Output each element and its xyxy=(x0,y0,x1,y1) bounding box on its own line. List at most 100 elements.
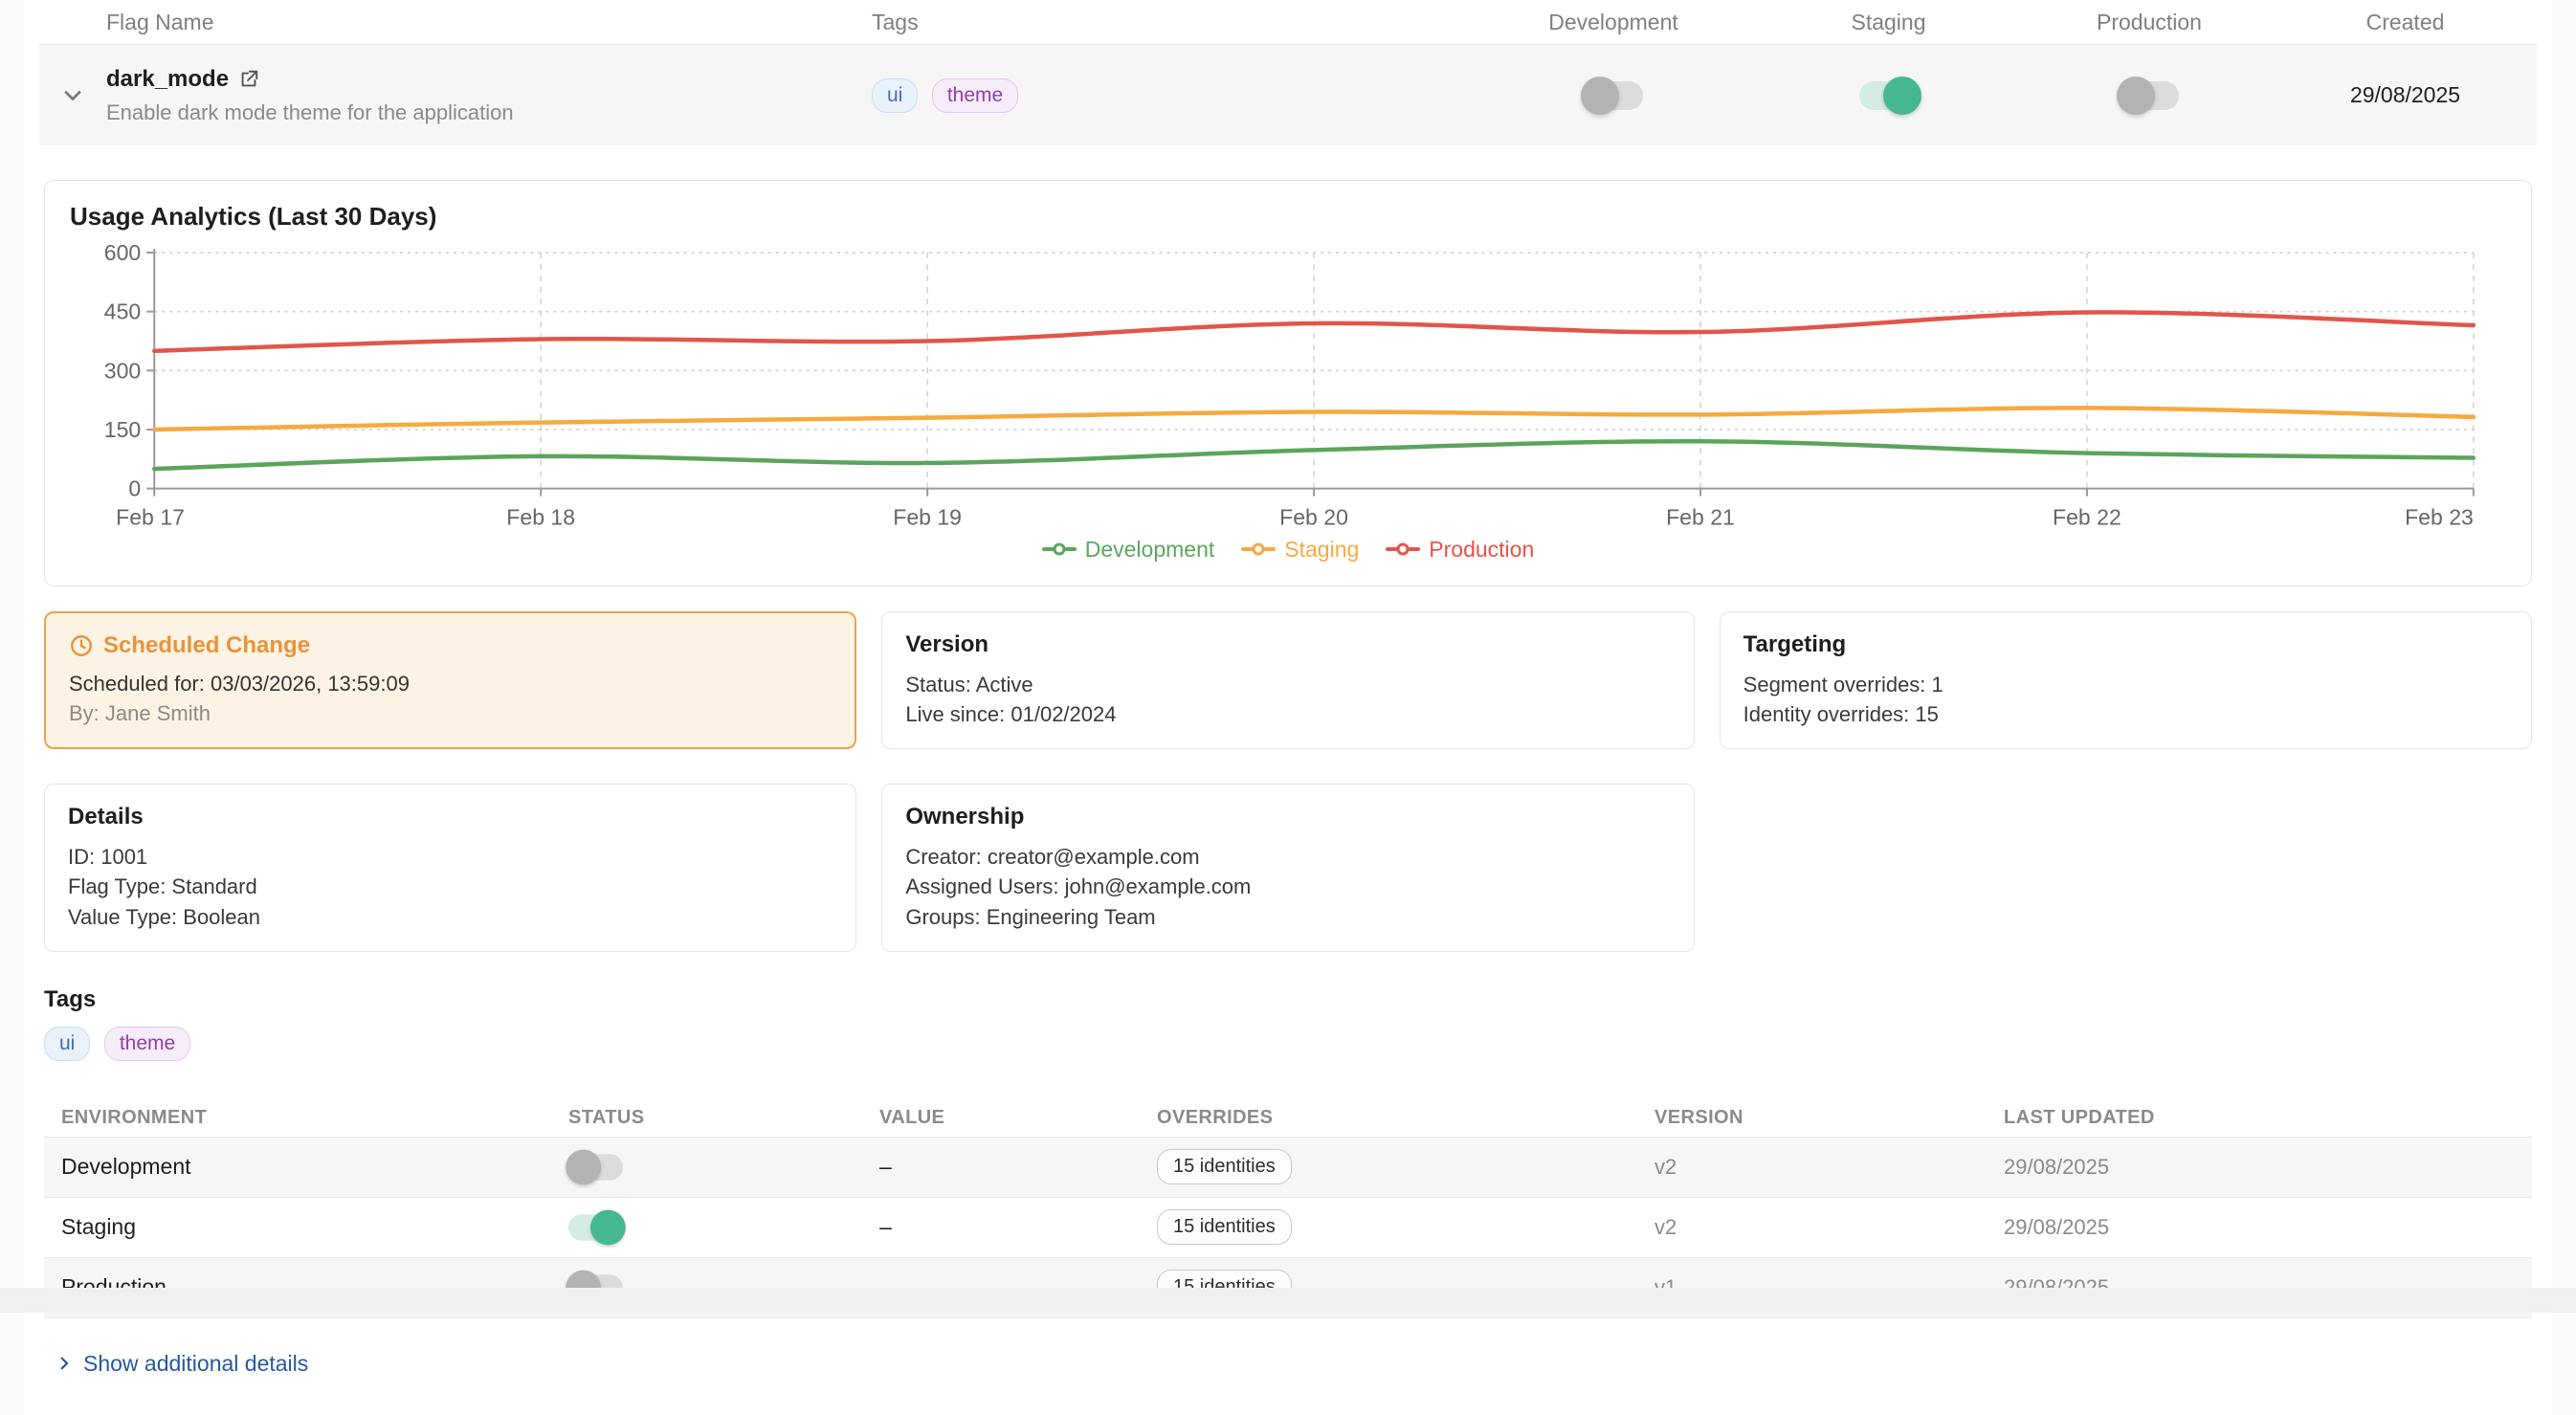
flag-created-date: 29/08/2025 xyxy=(2274,82,2537,108)
chart-legend: Development Staging Production xyxy=(70,537,2506,563)
tags-section-title: Tags xyxy=(44,986,2532,1013)
staging-status-toggle[interactable] xyxy=(568,1214,623,1241)
legend-label: Development xyxy=(1085,537,1215,563)
chevron-down-icon xyxy=(59,82,86,109)
svg-text:600: 600 xyxy=(104,240,141,265)
version-card-title: Version xyxy=(905,631,1670,658)
usage-analytics-card: Usage Analytics (Last 30 Days) 0 150 300 45… xyxy=(44,180,2532,586)
development-status-toggle[interactable] xyxy=(568,1154,623,1181)
production-toggle[interactable] xyxy=(2120,81,2179,110)
creator: Creator: creator@example.com xyxy=(905,842,1670,872)
scheduled-by-text: By: Jane Smith xyxy=(69,698,832,728)
table-row-development: Development – 15 identities v2 29/08/202… xyxy=(44,1138,2532,1198)
show-additional-details-link[interactable]: Show additional details xyxy=(56,1351,2532,1415)
col-environment: ENVIRONMENT xyxy=(44,1107,551,1129)
env-version: v2 xyxy=(1637,1155,1987,1180)
version-status: Status: Active xyxy=(905,670,1670,699)
identity-overrides: Identity overrides: 15 xyxy=(1743,699,2508,729)
targeting-card-title: Targeting xyxy=(1743,631,2508,658)
svg-text:450: 450 xyxy=(104,299,141,324)
svg-text:Feb 23: Feb 23 xyxy=(2405,505,2474,530)
value-type: Value Type: Boolean xyxy=(68,902,833,932)
svg-text:300: 300 xyxy=(104,358,141,383)
details-card: Details ID: 1001 Flag Type: Standard Val… xyxy=(44,784,856,952)
scheduled-change-card: Scheduled Change Scheduled for: 03/03/20… xyxy=(44,611,856,749)
legend-marker xyxy=(1386,547,1420,551)
chart-title: Usage Analytics (Last 30 Days) xyxy=(70,202,2506,232)
version-card: Version Status: Active Live since: 01/02… xyxy=(881,611,1694,749)
table-row-staging: Staging – 15 identities v2 29/08/2025 xyxy=(44,1198,2532,1258)
env-value: – xyxy=(862,1154,1140,1180)
usage-analytics-chart: 0150300450600Feb 17Feb 18Feb 19Feb 20Feb… xyxy=(70,237,2506,535)
flag-summary-table: Flag Name Tags Development Staging Produ… xyxy=(39,0,2537,145)
svg-text:Feb 18: Feb 18 xyxy=(506,505,575,530)
assigned-users: Assigned Users: john@example.com xyxy=(905,872,1670,901)
version-live-since: Live since: 01/02/2024 xyxy=(905,699,1670,729)
flag-type: Flag Type: Standard xyxy=(68,872,833,901)
col-header-development: Development xyxy=(1475,10,1752,35)
environments-table-header: ENVIRONMENT STATUS VALUE OVERRIDES VERSI… xyxy=(44,1099,2532,1138)
clock-icon xyxy=(69,633,94,658)
overrides-badge[interactable]: 15 identities xyxy=(1157,1149,1292,1184)
col-version: VERSION xyxy=(1637,1107,1987,1129)
tag-chip-theme: theme xyxy=(104,1027,190,1061)
col-overrides: OVERRIDES xyxy=(1140,1107,1637,1129)
ownership-card: Ownership Creator: creator@example.com A… xyxy=(881,784,1694,952)
svg-text:0: 0 xyxy=(128,476,141,501)
show-additional-details-label: Show additional details xyxy=(83,1351,308,1377)
col-header-staging: Staging xyxy=(1752,10,2025,35)
page-footer-strip xyxy=(0,1288,2576,1313)
env-name: Development xyxy=(44,1154,551,1180)
flag-detail-section: Usage Analytics (Last 30 Days) 0 150 300 45… xyxy=(24,145,2552,1415)
legend-marker xyxy=(1042,547,1077,551)
scheduled-for-text: Scheduled for: 03/03/2026, 13:59:09 xyxy=(69,669,832,698)
legend-item-development[interactable]: Development xyxy=(1042,537,1215,563)
tag-chip-ui: ui xyxy=(872,78,918,113)
flag-description: Enable dark mode theme for the applicati… xyxy=(106,100,872,125)
svg-text:150: 150 xyxy=(104,417,141,442)
env-value: – xyxy=(862,1214,1140,1240)
flag-table-header: Flag Name Tags Development Staging Produ… xyxy=(39,0,2537,45)
ownership-card-title: Ownership xyxy=(905,804,1670,830)
details-card-title: Details xyxy=(68,804,833,830)
legend-label: Production xyxy=(1429,537,1534,563)
legend-marker xyxy=(1241,547,1276,551)
tag-chip-ui: ui xyxy=(44,1027,90,1061)
flag-row: dark_mode Enable dark mode theme for the… xyxy=(39,45,2537,145)
overrides-badge[interactable]: 15 identities xyxy=(1157,1209,1292,1245)
col-status: STATUS xyxy=(551,1107,862,1129)
col-last-updated: LAST UPDATED xyxy=(1987,1107,2532,1129)
tag-chip-theme: theme xyxy=(932,78,1018,113)
svg-text:Feb 19: Feb 19 xyxy=(893,505,962,530)
external-link-icon[interactable] xyxy=(238,69,259,90)
development-toggle[interactable] xyxy=(1584,81,1643,110)
groups: Groups: Engineering Team xyxy=(905,902,1670,932)
environments-table: ENVIRONMENT STATUS VALUE OVERRIDES VERSI… xyxy=(44,1099,2532,1318)
env-last-updated: 29/08/2025 xyxy=(1987,1215,2532,1240)
svg-text:Feb 21: Feb 21 xyxy=(1666,505,1735,530)
col-header-production: Production xyxy=(2025,10,2274,35)
svg-text:Feb 22: Feb 22 xyxy=(2053,505,2121,530)
staging-toggle[interactable] xyxy=(1859,81,1919,110)
targeting-card: Targeting Segment overrides: 1 Identity … xyxy=(1720,611,2532,749)
expand-row-button[interactable] xyxy=(39,82,106,109)
info-cards-row-2: Details ID: 1001 Flag Type: Standard Val… xyxy=(44,784,2532,952)
svg-text:Feb 20: Feb 20 xyxy=(1279,505,1348,530)
legend-item-staging[interactable]: Staging xyxy=(1241,537,1359,563)
scheduled-change-title: Scheduled Change xyxy=(103,632,310,659)
chevron-right-icon xyxy=(56,1355,73,1372)
env-last-updated: 29/08/2025 xyxy=(1987,1155,2532,1180)
env-version: v2 xyxy=(1637,1215,1987,1240)
info-cards-row-1: Scheduled Change Scheduled for: 03/03/20… xyxy=(44,611,2532,749)
legend-item-production[interactable]: Production xyxy=(1386,537,1534,563)
tags-section: Tags ui theme xyxy=(44,986,2532,1061)
flag-id: ID: 1001 xyxy=(68,842,833,872)
col-header-created: Created xyxy=(2274,10,2537,35)
segment-overrides: Segment overrides: 1 xyxy=(1743,670,2508,699)
col-value: VALUE xyxy=(862,1107,1140,1129)
legend-label: Staging xyxy=(1284,537,1359,563)
main-panel: Flag Name Tags Development Staging Produ… xyxy=(24,0,2552,1415)
col-header-tags: Tags xyxy=(872,10,1475,35)
flag-name: dark_mode xyxy=(106,66,229,93)
env-name: Staging xyxy=(44,1214,551,1240)
